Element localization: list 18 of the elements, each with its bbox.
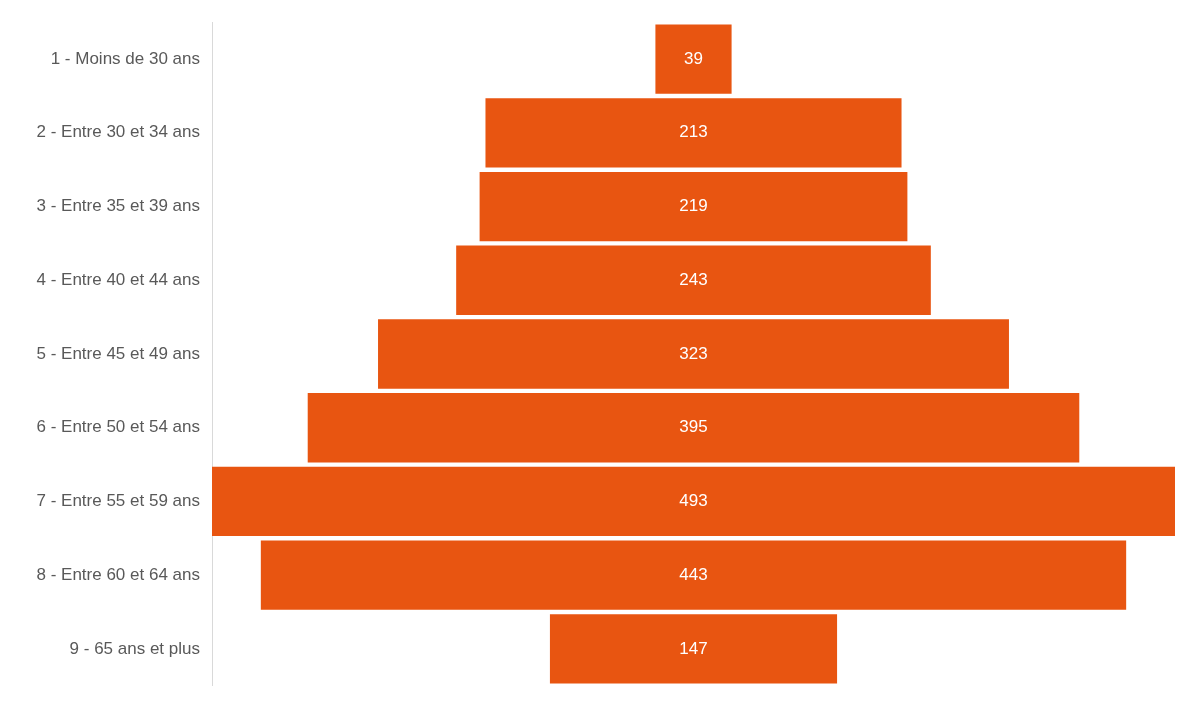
category-label: 3 - Entre 35 et 39 ans — [36, 196, 200, 216]
category-label: 5 - Entre 45 et 49 ans — [36, 343, 200, 363]
data-label: 493 — [679, 491, 708, 511]
data-label: 213 — [679, 122, 708, 142]
category-label: 2 - Entre 30 et 34 ans — [36, 122, 200, 142]
category-label: 6 - Entre 50 et 54 ans — [36, 417, 200, 437]
category-label: 8 - Entre 60 et 64 ans — [36, 564, 200, 584]
data-label: 147 — [679, 638, 708, 658]
data-label: 219 — [679, 196, 708, 216]
data-label: 39 — [684, 48, 703, 68]
category-label: 7 - Entre 55 et 59 ans — [36, 491, 200, 511]
category-label: 9 - 65 ans et plus — [69, 638, 200, 658]
data-label: 243 — [679, 269, 708, 289]
category-label: 1 - Moins de 30 ans — [50, 48, 200, 68]
category-label: 4 - Entre 40 et 44 ans — [36, 269, 200, 289]
data-label: 443 — [679, 564, 708, 584]
data-label: 395 — [679, 417, 708, 437]
data-label: 323 — [679, 343, 708, 363]
